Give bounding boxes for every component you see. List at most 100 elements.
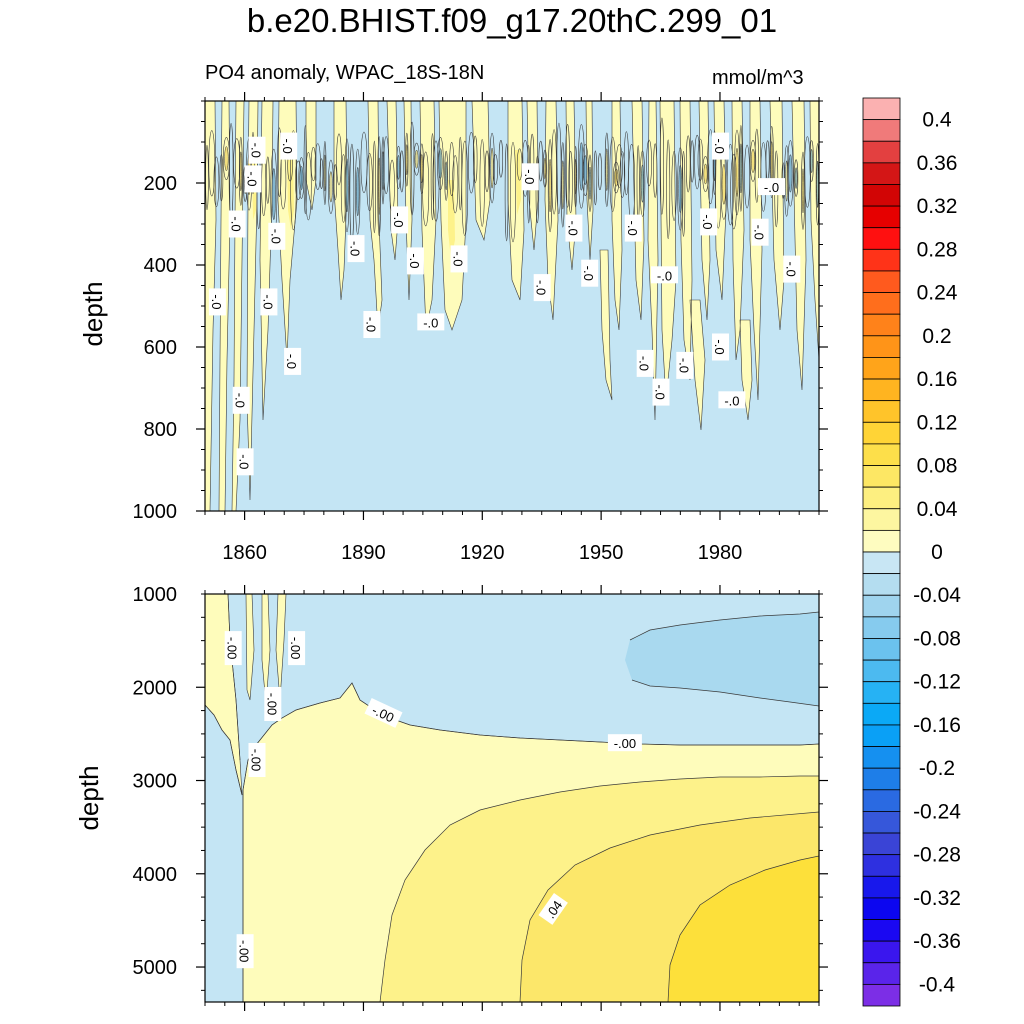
thermocline-contour	[461, 140, 469, 236]
contour-label: -.0	[244, 165, 262, 193]
colorbar-tick-label: -0.16	[913, 714, 961, 737]
colorbar-box	[862, 465, 901, 488]
contour-label-text: -.0	[724, 393, 739, 408]
y-tick-label: 1000	[133, 584, 178, 606]
contour-label-bg	[533, 274, 551, 302]
thermocline-contour	[310, 146, 316, 182]
colorbar-box	[862, 97, 901, 121]
contour-label: -.0	[581, 259, 599, 287]
contour-label-bg	[268, 222, 286, 250]
upper-positive-regions	[205, 101, 819, 511]
thermocline-contour	[694, 134, 701, 190]
contour-label-text: -.0	[764, 180, 779, 195]
thermocline-contour	[333, 164, 337, 201]
contour-label-bg	[288, 631, 306, 666]
contour-label-text: -.0	[233, 393, 248, 408]
colorbar-tick-label: 0.08	[917, 455, 958, 478]
colorbar-tick-label: -0.4	[919, 973, 956, 996]
colorbar-tick-label: 0.12	[917, 411, 958, 434]
contour-label-text: -.0	[676, 358, 691, 373]
thermocline-contour	[702, 156, 709, 193]
contour-label-bg	[224, 631, 242, 666]
colorbar-box	[862, 421, 901, 445]
thermocline-contour	[405, 132, 409, 187]
contour-label-text: -.0	[712, 339, 727, 354]
thermocline-contour	[815, 143, 819, 226]
thermocline-contour	[809, 140, 814, 182]
lower-contour-panel: 2000 3000 4000 5000 1000 -.00 -.00 -.00 -.00 -.0…	[74, 584, 828, 1011]
thermocline-contour	[504, 143, 509, 242]
thermocline-core	[224, 146, 229, 171]
thermocline-contour	[793, 159, 799, 197]
thermocline-core	[721, 163, 726, 205]
colorbar-labels: 0.4 0.36 0.32 0.28 0.24 0.2 0.16 0.12 0.08 0.04 0 -…	[913, 109, 961, 997]
contour-label-text: -.0	[245, 171, 260, 186]
upper-contour-fills	[205, 101, 819, 511]
thermocline-contour	[804, 136, 811, 208]
thermocline-contour	[422, 151, 430, 227]
thermocline-contour	[314, 143, 321, 191]
contour-label-text: -.0	[534, 280, 549, 295]
x-tick-label: 1920	[460, 542, 505, 564]
upper-contour-labels: -.0 -.0 -.0 -.0 -.0 -.0 -.0 -.0 -.0 -.0 -.0 -.0 -.0 -…	[208, 132, 801, 476]
contour-label: -.0	[636, 349, 654, 377]
thermocline-core	[770, 141, 773, 183]
colorbar-box	[862, 919, 901, 942]
contour-label-bg	[244, 165, 262, 193]
colorbar-tick-label: -0.12	[913, 671, 961, 694]
colorbar-tick-label: 0.36	[917, 152, 958, 175]
thermocline-contour	[659, 117, 665, 215]
thermocline-contour	[473, 135, 478, 184]
colorbar-box	[862, 573, 901, 596]
thermocline-contour	[479, 139, 485, 227]
contour-label-bg	[651, 266, 678, 284]
thermocline-contour	[697, 138, 704, 181]
upper-contour-panel: 1860 1890 1920 1950 1980 200 400 600 800 1000 -.0…	[78, 92, 828, 564]
thermocline-core	[605, 148, 609, 191]
colorbar-box	[862, 681, 901, 704]
thermocline-contour	[588, 154, 592, 212]
thermocline-contour	[493, 154, 498, 185]
colorbar-tick-label: -0.32	[913, 887, 961, 910]
thermocline-core	[561, 160, 565, 210]
thermocline-contour	[565, 124, 570, 208]
colorbar-box	[862, 638, 901, 661]
thermocline-core	[801, 168, 805, 214]
colorbar-box	[862, 270, 901, 293]
thermocline-contour	[760, 142, 767, 212]
contour-label-text: -.0	[783, 262, 798, 277]
contour-label-text: -.0	[260, 294, 275, 309]
thermocline-core	[490, 147, 494, 189]
contour-label-text: -.0	[407, 253, 422, 268]
contour-label: -.0	[363, 311, 381, 338]
lower-shallow-contours	[205, 594, 243, 796]
contour-label: -.00	[236, 934, 254, 969]
contour-label: -.0	[521, 163, 539, 191]
colorbar-tick-label: -0.24	[913, 800, 961, 823]
contour-label-bg	[248, 743, 266, 777]
thermocline-core	[816, 160, 819, 208]
colorbar: 0.4 0.36 0.32 0.28 0.24 0.2 0.16 0.12 0.08 0.04 0 -…	[862, 97, 961, 1007]
lower-contour-002	[379, 775, 819, 1002]
contour-label: -.0	[232, 386, 250, 414]
contour-label: -.0	[712, 333, 729, 361]
thermocline-contour	[619, 151, 626, 198]
thermocline-core	[405, 144, 408, 176]
contour-label-text: -.0	[625, 221, 640, 236]
y-tick-label: 2000	[133, 677, 178, 699]
thermocline-contour	[568, 150, 573, 214]
colorbar-box	[862, 248, 901, 272]
contour-label-bg	[676, 351, 694, 379]
colorbar-tick-label: 0.28	[917, 238, 958, 261]
colorbar-tick-label: -0.36	[913, 930, 961, 953]
thermocline-core	[356, 167, 360, 217]
thermocline-contour	[366, 153, 373, 212]
contour-label-bg	[581, 259, 599, 287]
contour-label-bg	[347, 235, 365, 263]
colorbar-tick-label: 0.24	[917, 282, 958, 305]
contour-label-text: -.0	[712, 139, 727, 154]
contour-label: -.0	[565, 214, 583, 242]
contour-label: -.0	[208, 288, 226, 316]
contour-label: -.0	[758, 178, 785, 196]
thermocline-contour	[754, 128, 759, 203]
